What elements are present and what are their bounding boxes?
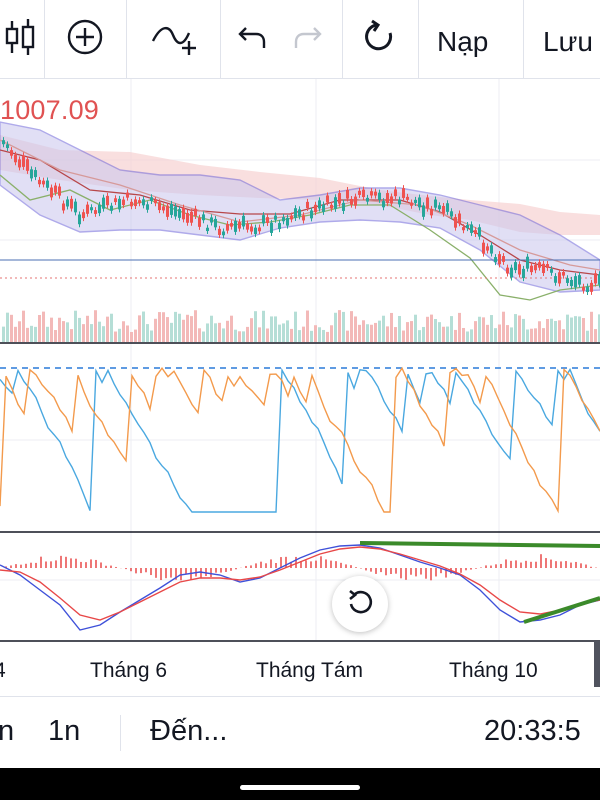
stoch-k-line [0, 367, 600, 513]
top-toolbar: Nạp Lưu [0, 0, 600, 79]
indicator-wave-plus-icon [149, 17, 201, 62]
clock-timezone-button[interactable]: 20:33:5 [484, 715, 581, 747]
add-indicator-button[interactable] [55, 0, 115, 78]
time-axis-label-cut: 4 [0, 659, 6, 683]
redo-button[interactable] [284, 0, 330, 78]
chart-canvas[interactable] [0, 79, 600, 694]
macd-histogram [5, 554, 597, 581]
chart-type-button[interactable] [0, 0, 40, 78]
trendline-lower [523, 596, 600, 624]
bottom-bar: n 1n Đến... 20:33:5 [0, 696, 600, 769]
trendline-upper [359, 541, 600, 548]
reset-chart-button[interactable] [332, 576, 388, 632]
refresh-button[interactable] [352, 0, 408, 78]
candlestick-chart-type-icon [3, 17, 37, 62]
save-layout-button[interactable]: Lưu [543, 26, 593, 57]
goto-date-button[interactable]: Đến... [150, 715, 228, 747]
reset-view-icon [345, 587, 375, 622]
add-indicator-icon [65, 17, 105, 62]
home-gesture-pill[interactable] [240, 785, 360, 790]
undo-icon [236, 22, 270, 57]
load-layout-button[interactable]: Nạp [437, 26, 489, 57]
undo-button[interactable] [230, 0, 276, 78]
chart-area[interactable] [0, 79, 600, 694]
time-axis-label-august: Tháng Tám [256, 659, 363, 682]
volume-bars [2, 310, 600, 342]
refresh-icon [362, 19, 398, 60]
system-nav-bar [0, 768, 600, 800]
interval-button-1n[interactable]: 1n [48, 715, 81, 747]
price-candles [2, 137, 600, 296]
time-axis-label-june: Tháng 6 [90, 659, 168, 682]
price-value-label: 1007.09 [0, 95, 99, 125]
redo-icon [290, 22, 324, 57]
stoch-d-line [0, 366, 600, 514]
interval-button-n[interactable]: n [0, 715, 15, 747]
time-axis-label-october: Tháng 10 [449, 659, 538, 682]
indicators-button[interactable] [140, 0, 210, 78]
time-scale-handle [594, 641, 600, 687]
macd-signal-line [0, 546, 600, 621]
macd-line [0, 544, 600, 631]
